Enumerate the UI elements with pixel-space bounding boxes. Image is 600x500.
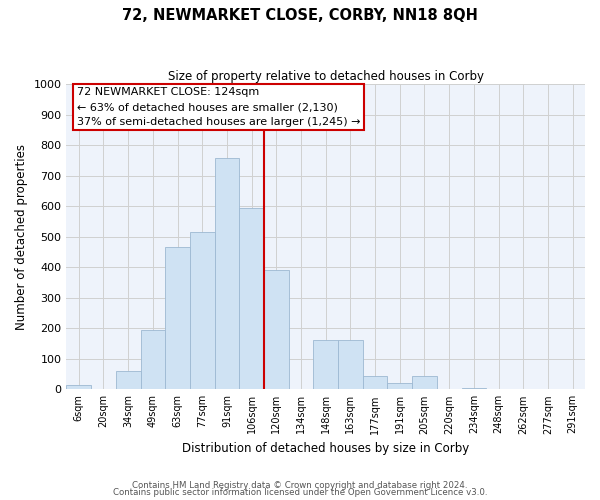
X-axis label: Distribution of detached houses by size in Corby: Distribution of detached houses by size … [182, 442, 469, 455]
Text: Contains HM Land Registry data © Crown copyright and database right 2024.: Contains HM Land Registry data © Crown c… [132, 480, 468, 490]
Bar [190, 232, 215, 390]
Text: 72, NEWMARKET CLOSE, CORBY, NN18 8QH: 72, NEWMARKET CLOSE, CORBY, NN18 8QH [122, 8, 478, 22]
Bar [165, 246, 190, 390]
Bar [313, 340, 338, 390]
Bar [461, 388, 486, 390]
Bar [67, 384, 91, 390]
Bar [215, 158, 239, 390]
Bar [239, 208, 264, 390]
Bar [363, 376, 388, 390]
Bar [140, 330, 165, 390]
Bar [338, 340, 363, 390]
Bar [264, 270, 289, 390]
Title: Size of property relative to detached houses in Corby: Size of property relative to detached ho… [168, 70, 484, 83]
Text: 72 NEWMARKET CLOSE: 124sqm
← 63% of detached houses are smaller (2,130)
37% of s: 72 NEWMARKET CLOSE: 124sqm ← 63% of deta… [77, 87, 360, 127]
Bar [412, 376, 437, 390]
Bar [116, 371, 140, 390]
Bar [388, 383, 412, 390]
Text: Contains public sector information licensed under the Open Government Licence v3: Contains public sector information licen… [113, 488, 487, 497]
Y-axis label: Number of detached properties: Number of detached properties [15, 144, 28, 330]
